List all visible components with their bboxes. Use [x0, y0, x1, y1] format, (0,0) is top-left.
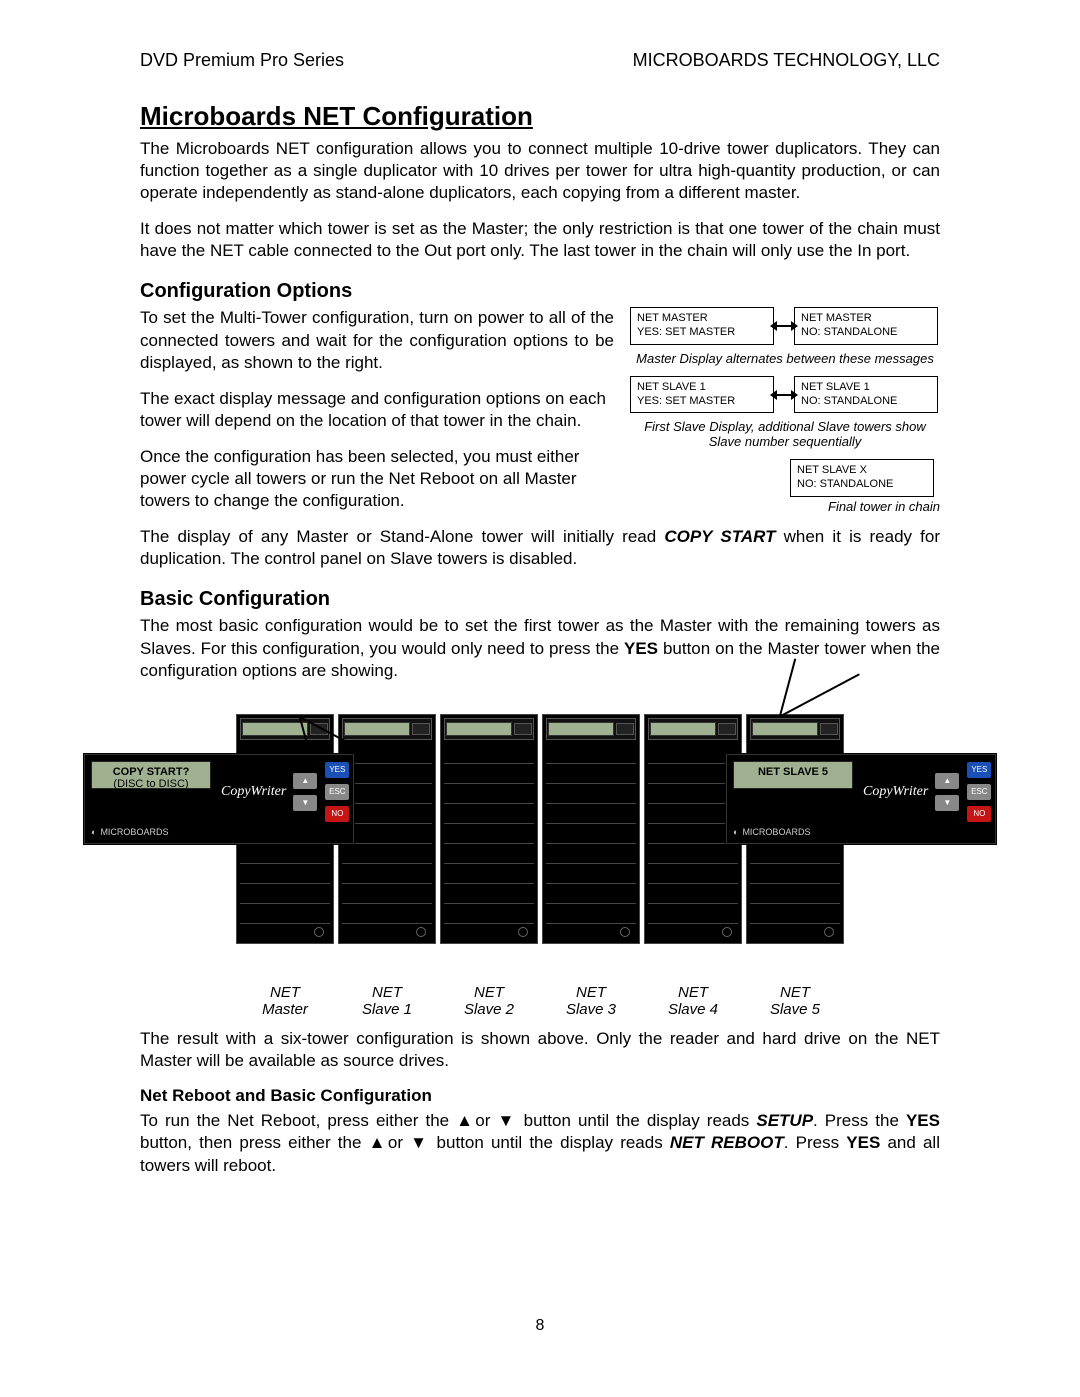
copy-start-p: The display of any Master or Stand-Alone…	[140, 526, 940, 570]
down-button[interactable]: ▼	[934, 794, 960, 812]
tower	[440, 714, 538, 944]
callout-master: COPY START?(DISC to DISC) CopyWriter ▲ ▼…	[84, 754, 354, 844]
esc-button[interactable]: ESC	[966, 783, 992, 801]
up-button[interactable]: ▲	[292, 772, 318, 790]
down-button[interactable]: ▼	[292, 794, 318, 812]
diag-final: NET SLAVE XNO: STANDALONE	[790, 459, 934, 497]
microboards-logo: ◐	[91, 827, 96, 837]
tower-label: NETSlave 5	[746, 984, 844, 1019]
config-diagram: NET MASTERYES: SET MASTER NET MASTERNO: …	[630, 307, 940, 524]
page-number: 8	[140, 1317, 940, 1335]
yes-button[interactable]: YES	[324, 761, 350, 779]
diag-master-a: NET MASTERYES: SET MASTER	[630, 307, 774, 345]
esc-button[interactable]: ESC	[324, 783, 350, 801]
tower-label: NETSlave 1	[338, 984, 436, 1019]
basic-config-heading: Basic Configuration	[140, 588, 940, 611]
config-p3: Once the configuration has been selected…	[140, 446, 614, 512]
page-header: DVD Premium Pro Series MICROBOARDS TECHN…	[140, 50, 940, 71]
intro-p1: The Microboards NET configuration allows…	[140, 138, 940, 204]
diag-final-caption: Final tower in chain	[790, 499, 940, 514]
up-button[interactable]: ▲	[934, 772, 960, 790]
double-arrow-icon	[776, 394, 792, 396]
tower-label: NETSlave 4	[644, 984, 742, 1019]
yes-button[interactable]: YES	[966, 761, 992, 779]
basic-p1: The most basic configuration would be to…	[140, 615, 940, 681]
net-reboot-heading: Net Reboot and Basic Configuration	[140, 1086, 940, 1106]
header-right: MICROBOARDS TECHNOLOGY, LLC	[633, 50, 940, 71]
config-p1: To set the Multi-Tower configuration, tu…	[140, 307, 614, 373]
page-title: Microboards NET Configuration	[140, 101, 940, 132]
tower-label: NETSlave 2	[440, 984, 538, 1019]
intro-p2: It does not matter which tower is set as…	[140, 218, 940, 262]
config-options-heading: Configuration Options	[140, 280, 940, 303]
no-button[interactable]: NO	[324, 805, 350, 823]
tower-label: NETSlave 3	[542, 984, 640, 1019]
double-arrow-icon	[776, 325, 792, 327]
lcd-slave: NET SLAVE 5	[733, 761, 853, 789]
lcd-master: COPY START?(DISC to DISC)	[91, 761, 211, 789]
copywriter-logo: CopyWriter	[863, 784, 928, 800]
callout-slave: NET SLAVE 5 CopyWriter ▲ ▼ YES ESC NO ◐ …	[726, 754, 996, 844]
towers-diagram: COPY START?(DISC to DISC) CopyWriter ▲ ▼…	[140, 696, 940, 976]
result-p: The result with a six-tower configuratio…	[140, 1028, 940, 1072]
tower	[542, 714, 640, 944]
microboards-logo: ◐	[733, 827, 738, 837]
diag-slave-a: NET SLAVE 1YES: SET MASTER	[630, 376, 774, 414]
diag-slave-b: NET SLAVE 1NO: STANDALONE	[794, 376, 938, 414]
diag-slave-caption: First Slave Display, additional Slave to…	[630, 419, 940, 449]
config-p2: The exact display message and configurat…	[140, 388, 614, 432]
diag-master-b: NET MASTERNO: STANDALONE	[794, 307, 938, 345]
header-left: DVD Premium Pro Series	[140, 50, 344, 71]
reboot-p: To run the Net Reboot, press either the …	[140, 1110, 940, 1176]
tower-label: NETMaster	[236, 984, 334, 1019]
diag-master-caption: Master Display alternates between these …	[630, 351, 940, 366]
copywriter-logo: CopyWriter	[221, 784, 286, 800]
no-button[interactable]: NO	[966, 805, 992, 823]
